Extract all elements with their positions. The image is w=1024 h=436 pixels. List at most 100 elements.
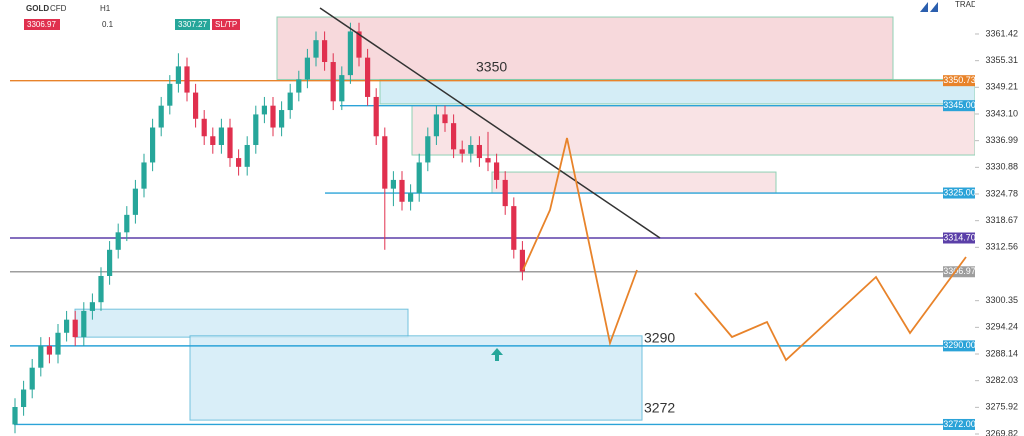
candle-body — [390, 179, 396, 189]
candle-body — [72, 319, 78, 338]
level-badge — [943, 418, 976, 430]
candle-body — [218, 127, 224, 145]
level-label: 3314.70 — [943, 232, 976, 242]
zone — [189, 335, 643, 421]
candle-body — [124, 214, 130, 233]
candle-body — [365, 57, 371, 97]
y-tick-label: 3282.03 — [985, 375, 1018, 385]
sltp-button[interactable] — [212, 19, 240, 30]
candle-body — [29, 367, 35, 390]
y-tick-label: 3336.99 — [985, 135, 1018, 145]
zone — [74, 308, 409, 338]
candle-body — [476, 144, 482, 159]
y-tick-label: 3361.42 — [985, 28, 1018, 38]
candle-body — [175, 66, 181, 84]
candle-body — [81, 310, 87, 338]
timeframe[interactable]: H1 — [100, 4, 111, 13]
candle-body — [210, 136, 216, 145]
candle-body — [279, 110, 285, 128]
buy-button[interactable] — [175, 19, 210, 30]
candle-body — [347, 31, 353, 76]
candle-body — [236, 158, 242, 167]
candle-body — [494, 162, 500, 180]
bid-price: 3306.97 — [27, 20, 56, 29]
y-tick-label: 3275.92 — [985, 402, 1018, 412]
y-tick-label: 3330.88 — [985, 162, 1018, 172]
annotation: 3350 — [476, 59, 507, 75]
price-axis — [975, 0, 1024, 436]
candle-body — [451, 123, 457, 150]
candle-body — [64, 319, 70, 333]
candle-body — [167, 83, 173, 106]
zone — [379, 78, 976, 105]
candle-body — [425, 136, 431, 163]
candle-body — [468, 144, 474, 154]
candle-body — [115, 232, 121, 250]
candle-body — [511, 206, 517, 250]
candle-body — [485, 158, 491, 163]
level-label: 3290.00 — [943, 340, 976, 350]
zone — [491, 171, 777, 194]
candle-body — [330, 62, 336, 102]
projection-path — [694, 256, 967, 362]
candle-body — [107, 249, 113, 276]
level-label: 3272.00 — [943, 419, 976, 429]
sell-button[interactable] — [24, 19, 60, 30]
zone — [411, 105, 976, 156]
y-tick-label: 3349.21 — [985, 82, 1018, 92]
candle-body — [89, 302, 95, 311]
candle-body — [356, 31, 362, 58]
level-label: 3350.73 — [943, 75, 976, 85]
level-badge — [943, 100, 976, 112]
candle-body — [270, 105, 276, 128]
candle-body — [296, 79, 302, 93]
candle-body — [313, 40, 319, 58]
candle-body — [158, 105, 164, 128]
level-badge — [943, 340, 976, 352]
annotation: 3272 — [644, 400, 675, 416]
level-label: 3306.97 — [943, 266, 976, 276]
candle-body — [21, 389, 27, 408]
level-label: 3325.00 — [943, 187, 976, 197]
y-tick-label: 3324.78 — [985, 188, 1018, 198]
candle-body — [304, 57, 310, 80]
sltp-label: SL/TP — [215, 20, 237, 29]
y-tick-label: 3288.14 — [985, 348, 1018, 358]
candle-body — [193, 92, 199, 119]
candle-body — [98, 275, 104, 303]
candle-body — [261, 105, 267, 115]
candle-body — [433, 114, 439, 137]
candle-body — [382, 136, 388, 189]
level-label: 3345.00 — [943, 100, 976, 110]
y-tick-label: 3300.35 — [985, 295, 1018, 305]
candle-body — [150, 127, 156, 163]
logo — [920, 2, 938, 12]
candle-body — [227, 127, 233, 159]
candle-body — [38, 345, 44, 368]
level-badge — [943, 187, 976, 199]
candle-body — [502, 179, 508, 207]
candle-body — [459, 149, 465, 154]
y-tick-label: 3269.82 — [985, 428, 1018, 436]
y-tick-label: 3355.31 — [985, 55, 1018, 65]
y-tick-label: 3312.56 — [985, 242, 1018, 252]
ask-price: 3307.27 — [178, 20, 207, 29]
annotation: 3290 — [644, 330, 675, 346]
candle-body — [46, 345, 52, 355]
trend-line — [319, 7, 661, 239]
candle-body — [253, 114, 259, 145]
candle-body — [287, 92, 293, 111]
level-badge — [943, 266, 976, 278]
candle-body — [322, 40, 328, 63]
candle-body — [184, 66, 190, 93]
candle-body — [12, 407, 18, 425]
y-tick-label: 3343.10 — [985, 108, 1018, 118]
level-badge — [943, 232, 976, 244]
size[interactable]: 0.1 — [102, 20, 114, 29]
candle-body — [519, 249, 525, 272]
candle-body — [132, 188, 138, 215]
candle-body — [141, 162, 147, 189]
candle-body — [399, 179, 405, 202]
